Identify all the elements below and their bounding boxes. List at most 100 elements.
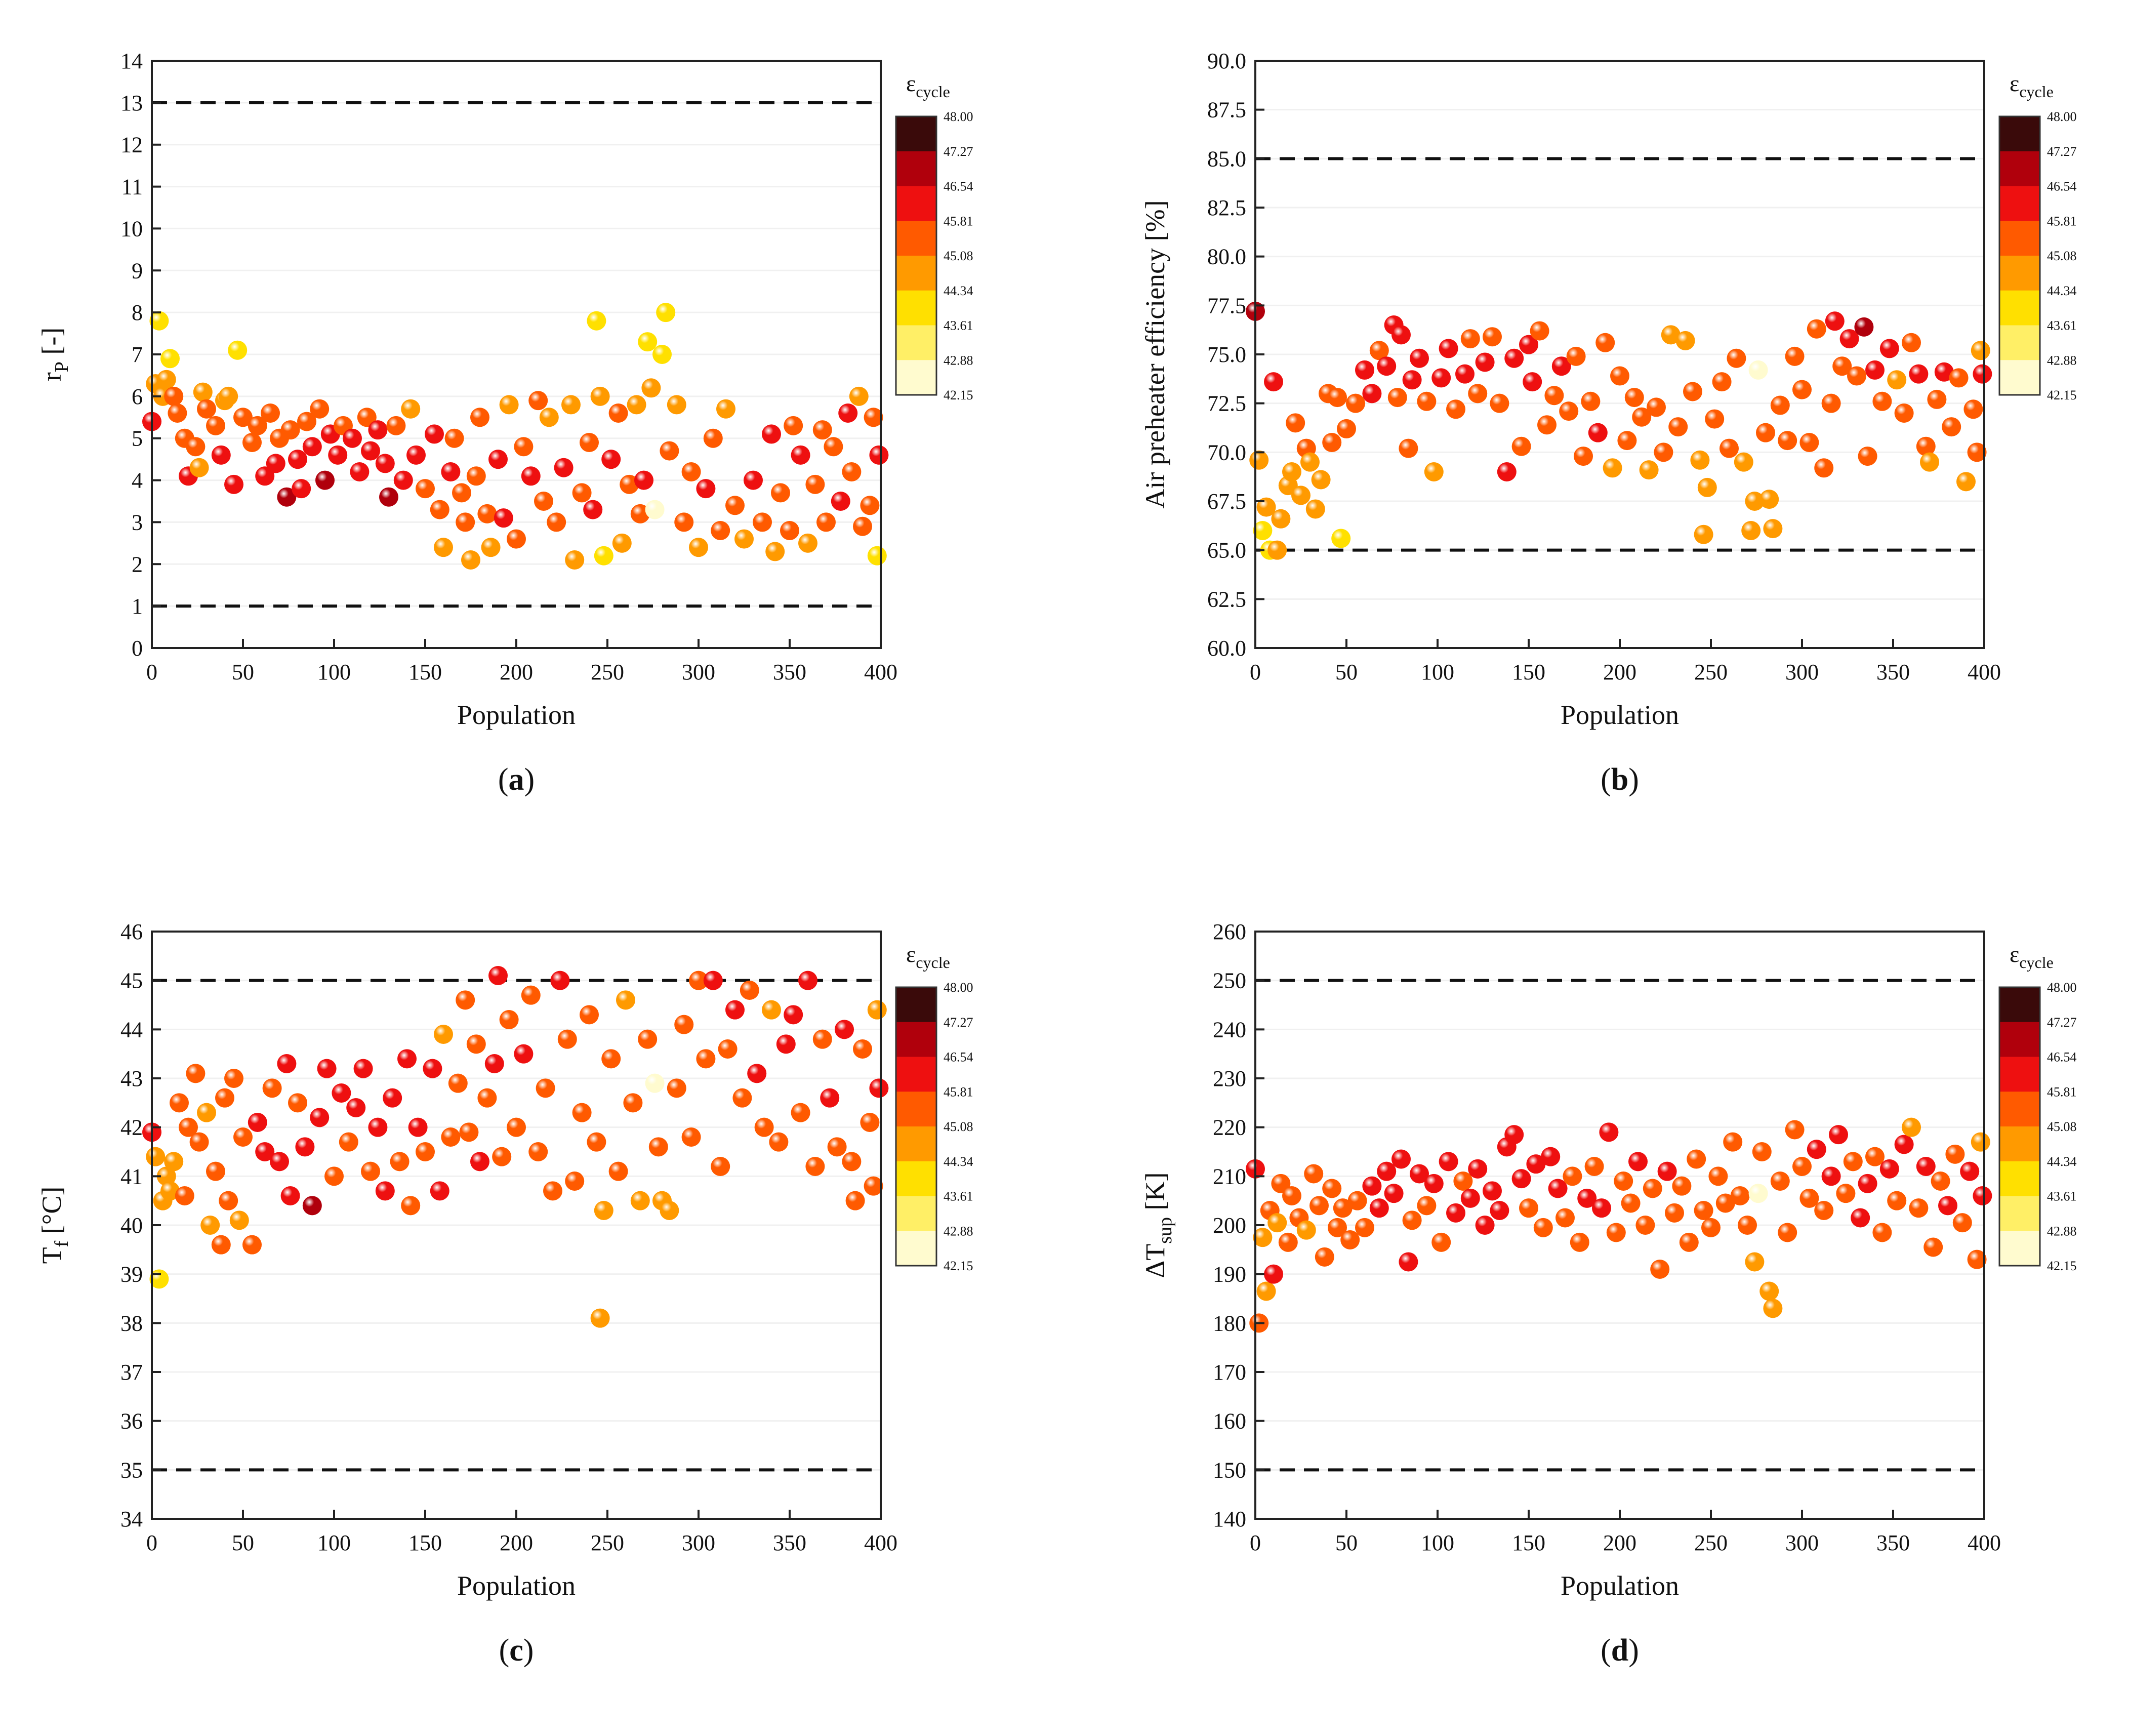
x-tick-label: 350 bbox=[773, 660, 806, 684]
data-point bbox=[242, 433, 262, 452]
data-point bbox=[696, 1049, 716, 1069]
data-point bbox=[1748, 1184, 1768, 1203]
data-point bbox=[1331, 529, 1351, 548]
data-point bbox=[812, 420, 832, 440]
data-point bbox=[1879, 339, 1899, 358]
data-point bbox=[228, 340, 248, 360]
y-tick-label: 85.0 bbox=[1207, 146, 1246, 171]
data-point bbox=[835, 1020, 854, 1039]
data-point bbox=[383, 1088, 402, 1108]
data-point bbox=[361, 441, 380, 461]
data-point bbox=[594, 546, 613, 566]
data-point bbox=[1599, 1122, 1619, 1142]
colorbar-tick-label: 42.15 bbox=[2047, 1259, 2077, 1273]
data-point bbox=[1424, 462, 1444, 481]
data-point bbox=[401, 1196, 421, 1216]
x-tick-label: 300 bbox=[682, 1530, 715, 1555]
y-tick-label: 44 bbox=[120, 1017, 143, 1042]
data-point bbox=[1628, 1152, 1648, 1172]
data-point bbox=[601, 450, 621, 469]
data-point bbox=[780, 521, 799, 540]
data-point bbox=[1446, 1203, 1465, 1223]
colorbar-band bbox=[1999, 1022, 2040, 1057]
data-point bbox=[718, 1039, 738, 1059]
colorbar-tick-label: 42.15 bbox=[944, 388, 973, 402]
data-point bbox=[1661, 325, 1681, 345]
data-point bbox=[1675, 331, 1695, 350]
data-point bbox=[608, 403, 628, 423]
data-point bbox=[1708, 1166, 1728, 1186]
y-tick-label: 36 bbox=[120, 1409, 143, 1434]
data-point bbox=[587, 1132, 606, 1152]
data-point bbox=[827, 1137, 847, 1157]
colorbar-band bbox=[896, 151, 936, 186]
colorbar-tick-label: 46.54 bbox=[944, 179, 973, 194]
data-point bbox=[1730, 1186, 1750, 1205]
y-axis-label: rP [-] bbox=[36, 328, 72, 382]
data-point bbox=[1799, 433, 1819, 452]
data-point bbox=[1916, 436, 1936, 456]
data-point bbox=[406, 445, 426, 465]
data-point bbox=[160, 1181, 180, 1201]
data-point bbox=[1282, 1186, 1301, 1205]
data-point bbox=[1391, 325, 1411, 345]
data-point bbox=[521, 985, 541, 1005]
data-point bbox=[1894, 403, 1914, 423]
colorbar-band bbox=[1999, 1057, 2040, 1092]
y-tick-label: 9 bbox=[132, 258, 143, 283]
y-tick-label: 60.0 bbox=[1207, 636, 1246, 661]
x-tick-label: 200 bbox=[1603, 1530, 1636, 1555]
x-tick-label: 0 bbox=[146, 660, 157, 684]
y-tick-label: 62.5 bbox=[1207, 587, 1246, 612]
data-point bbox=[1402, 370, 1422, 390]
data-point bbox=[1756, 423, 1775, 442]
data-point bbox=[156, 370, 176, 389]
y-tick-label: 77.5 bbox=[1207, 293, 1246, 318]
data-point bbox=[1927, 389, 1947, 409]
data-point bbox=[771, 483, 790, 503]
data-point bbox=[1253, 1228, 1273, 1247]
data-point bbox=[816, 512, 836, 532]
y-tick-label: 37 bbox=[120, 1360, 143, 1385]
colorbar-tick-label: 47.27 bbox=[944, 1015, 973, 1030]
points-a bbox=[142, 303, 889, 570]
data-point bbox=[1887, 370, 1907, 390]
data-point bbox=[1973, 1186, 1992, 1205]
data-point bbox=[543, 1181, 562, 1201]
colorbar-tick-label: 45.08 bbox=[944, 1119, 973, 1134]
y-tick-label: 10 bbox=[120, 216, 143, 241]
data-point bbox=[1519, 1198, 1538, 1218]
data-point bbox=[233, 408, 253, 427]
panel-a: 0 50 100 150 200 250 300 350 4000123456789101112… bbox=[36, 49, 973, 797]
data-point bbox=[1727, 348, 1746, 368]
data-point bbox=[572, 483, 592, 503]
colorbar-band bbox=[1999, 290, 2040, 326]
x-axis-label: Population bbox=[457, 1570, 576, 1601]
data-point bbox=[361, 1161, 380, 1181]
x-tick-label: 150 bbox=[1512, 1530, 1545, 1555]
y-axis-label: Air preheater efficiency [%] bbox=[1140, 200, 1170, 508]
data-point bbox=[160, 349, 180, 369]
data-point bbox=[1763, 1299, 1783, 1318]
colorbar-tick-label: 46.54 bbox=[2047, 1050, 2077, 1065]
data-point bbox=[1770, 395, 1790, 415]
x-tick-label: 350 bbox=[1876, 1530, 1910, 1555]
data-point bbox=[270, 1152, 289, 1172]
data-point bbox=[280, 1186, 300, 1205]
data-point bbox=[1256, 1281, 1276, 1301]
data-point bbox=[528, 391, 548, 411]
y-axis-label: Tf [°C] bbox=[36, 1187, 72, 1264]
data-point bbox=[534, 492, 553, 511]
data-point bbox=[812, 1029, 832, 1049]
colorbar-band bbox=[896, 1092, 936, 1127]
data-point bbox=[1872, 1223, 1892, 1242]
data-point bbox=[1551, 356, 1571, 376]
data-point bbox=[430, 500, 449, 519]
data-point bbox=[1963, 399, 1983, 419]
data-point bbox=[831, 492, 850, 511]
data-point bbox=[1639, 460, 1659, 480]
data-point bbox=[1778, 431, 1797, 451]
x-tick-label: 0 bbox=[1250, 1530, 1261, 1555]
data-point bbox=[266, 454, 285, 473]
